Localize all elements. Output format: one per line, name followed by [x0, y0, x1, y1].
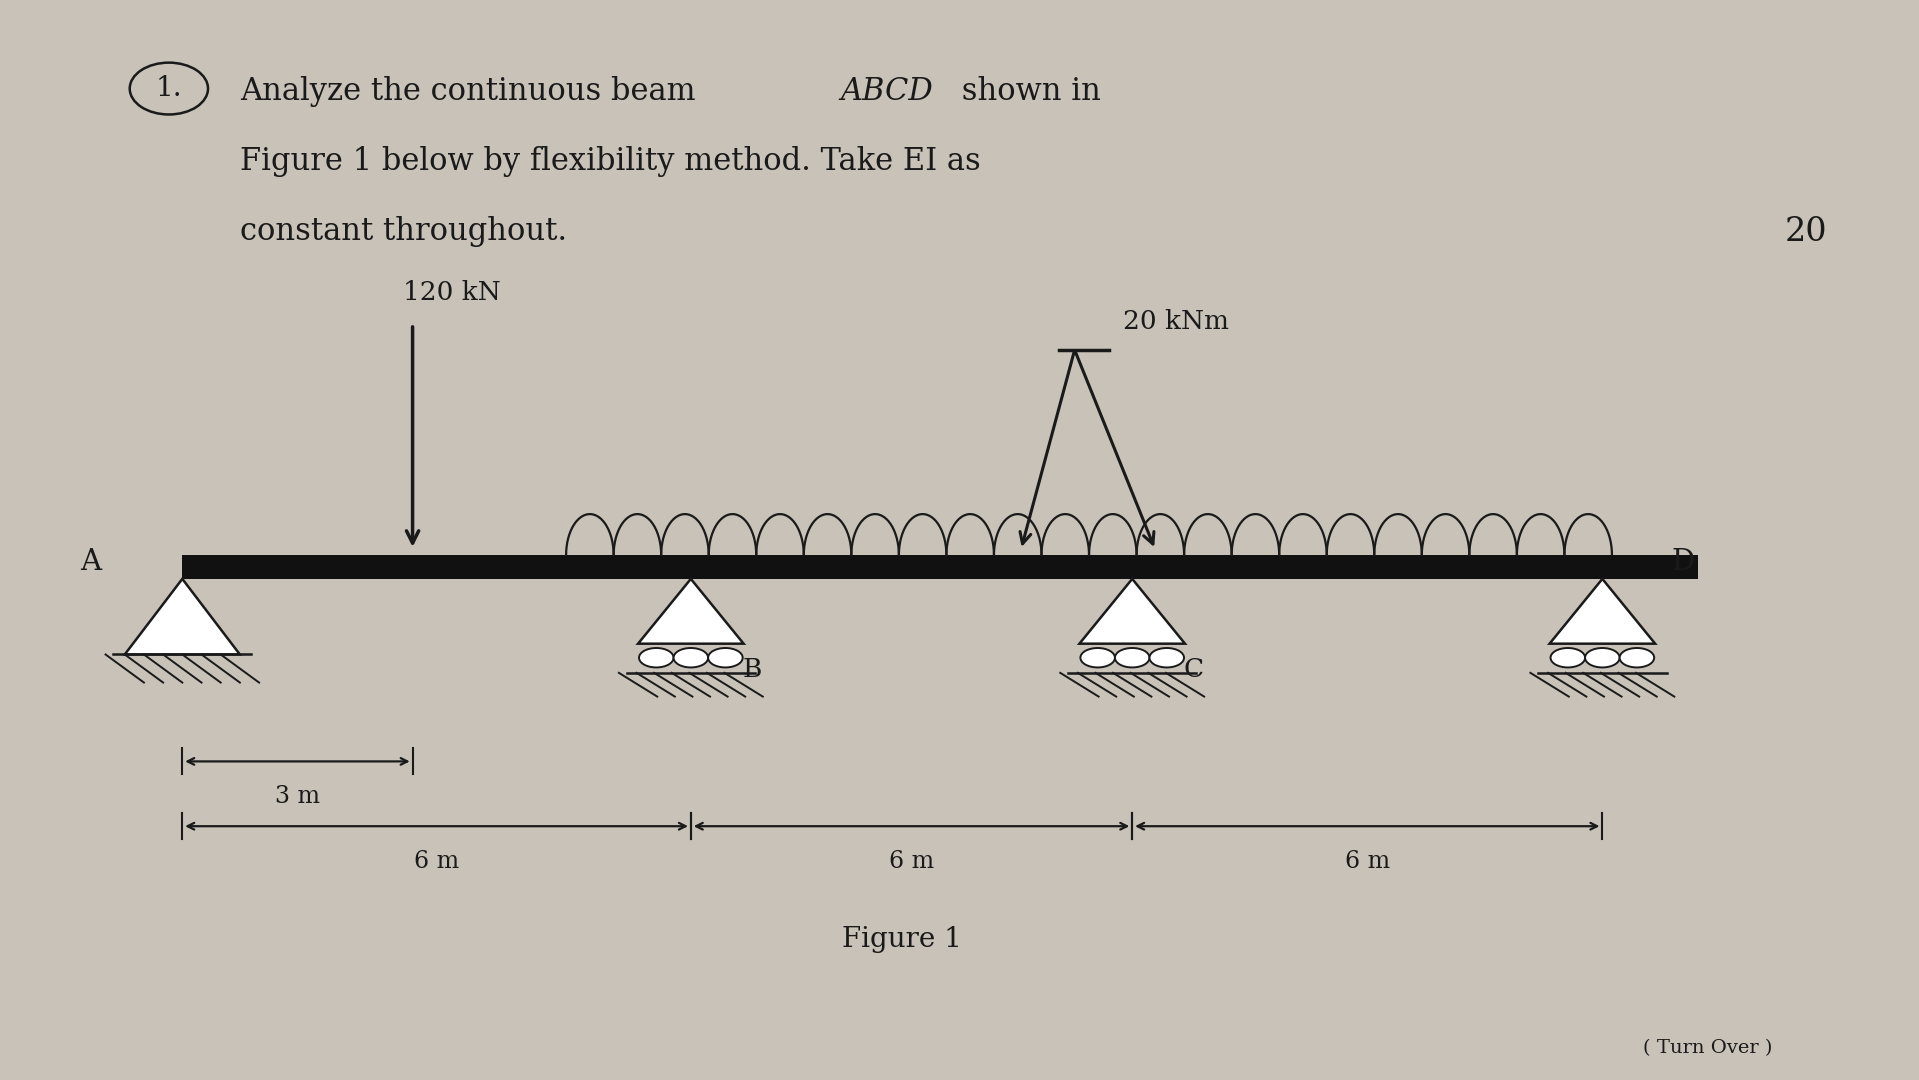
Text: 6 m: 6 m: [888, 850, 935, 873]
Text: Figure 1: Figure 1: [842, 926, 961, 953]
Circle shape: [1149, 648, 1184, 667]
Text: 3 m: 3 m: [274, 785, 320, 808]
Text: ABCD: ABCD: [841, 76, 933, 107]
Text: ( Turn Over ): ( Turn Over ): [1643, 1039, 1773, 1056]
Circle shape: [1551, 648, 1585, 667]
Circle shape: [1115, 648, 1149, 667]
Circle shape: [639, 648, 674, 667]
Text: Analyze the continuous beam: Analyze the continuous beam: [240, 76, 706, 107]
Polygon shape: [125, 579, 240, 654]
Bar: [182, 555, 1698, 579]
Text: A: A: [79, 548, 102, 576]
Text: D: D: [1671, 548, 1694, 576]
Text: 120 kN: 120 kN: [403, 280, 501, 305]
Circle shape: [708, 648, 743, 667]
Circle shape: [1080, 648, 1115, 667]
Text: C: C: [1184, 657, 1203, 683]
Polygon shape: [637, 579, 745, 644]
Polygon shape: [1080, 579, 1184, 644]
Text: 20 kNm: 20 kNm: [1123, 309, 1228, 334]
Text: 6 m: 6 m: [415, 850, 459, 873]
Circle shape: [1585, 648, 1620, 667]
Text: Figure 1 below by flexibility method. Take EI as: Figure 1 below by flexibility method. Ta…: [240, 146, 981, 177]
Circle shape: [674, 648, 708, 667]
Circle shape: [1620, 648, 1654, 667]
Text: constant throughout.: constant throughout.: [240, 216, 566, 247]
Text: 6 m: 6 m: [1345, 850, 1389, 873]
Text: 20: 20: [1785, 216, 1827, 248]
Text: B: B: [743, 657, 762, 683]
Text: shown in: shown in: [952, 76, 1102, 107]
Polygon shape: [1551, 579, 1654, 644]
Text: 1.: 1.: [155, 75, 182, 102]
